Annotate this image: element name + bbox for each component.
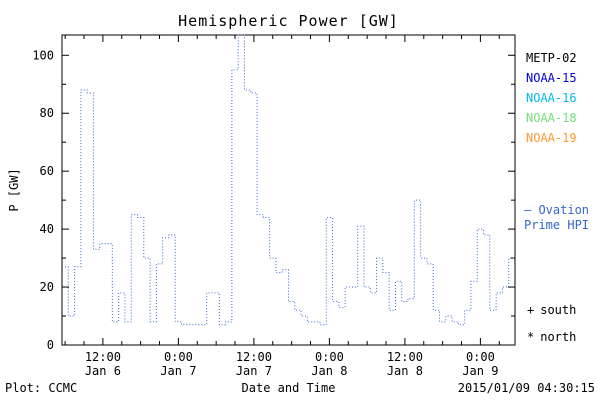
svg-text:Jan 7: Jan 7 bbox=[160, 364, 196, 378]
svg-text:Jan 9: Jan 9 bbox=[462, 364, 498, 378]
model-legend-line1: – Ovation bbox=[524, 203, 590, 217]
chart-title: Hemispheric Power [GW] bbox=[178, 12, 399, 30]
plot-source-label: Plot: CCMC bbox=[5, 381, 78, 395]
svg-text:60: 60 bbox=[40, 164, 54, 178]
marker-legend-north: * north bbox=[527, 330, 576, 344]
svg-text:0:00: 0:00 bbox=[466, 350, 495, 364]
svg-text:40: 40 bbox=[40, 222, 54, 236]
model-legend: – Ovation Prime HPI bbox=[524, 203, 589, 233]
svg-text:12:00: 12:00 bbox=[236, 350, 272, 364]
svg-text:12:00: 12:00 bbox=[85, 350, 121, 364]
svg-text:Jan 6: Jan 6 bbox=[85, 364, 121, 378]
legend-item-metp02: METP-02 bbox=[526, 51, 577, 65]
legend-item-noaa16: NOAA-16 bbox=[526, 91, 577, 105]
satellite-legend: METP-02 NOAA-15 NOAA-16 NOAA-18 NOAA-19 bbox=[526, 51, 577, 151]
marker-south-label: south bbox=[540, 303, 577, 317]
svg-text:Jan 8: Jan 8 bbox=[311, 364, 347, 378]
legend-item-noaa15: NOAA-15 bbox=[526, 71, 577, 85]
x-axis-label: Date and Time bbox=[241, 381, 336, 395]
svg-text:0:00: 0:00 bbox=[164, 350, 193, 364]
asterisk-marker-icon: * bbox=[527, 330, 535, 344]
legend-item-noaa18: NOAA-18 bbox=[526, 111, 577, 125]
marker-legend-south: + south bbox=[527, 303, 576, 317]
model-legend-line2: Prime HPI bbox=[524, 218, 590, 232]
svg-text:100: 100 bbox=[32, 48, 54, 62]
svg-text:0: 0 bbox=[47, 338, 54, 352]
svg-text:80: 80 bbox=[40, 106, 54, 120]
svg-text:0:00: 0:00 bbox=[315, 350, 344, 364]
svg-text:12:00: 12:00 bbox=[387, 350, 423, 364]
svg-text:20: 20 bbox=[40, 280, 54, 294]
plus-marker-icon: + bbox=[527, 303, 535, 317]
plot-timestamp: 2015/01/09 04:30:15 bbox=[457, 381, 595, 395]
svg-text:Jan 7: Jan 7 bbox=[236, 364, 272, 378]
legend-item-noaa19: NOAA-19 bbox=[526, 131, 577, 145]
svg-text:Jan 8: Jan 8 bbox=[387, 364, 423, 378]
marker-north-label: north bbox=[540, 330, 577, 344]
